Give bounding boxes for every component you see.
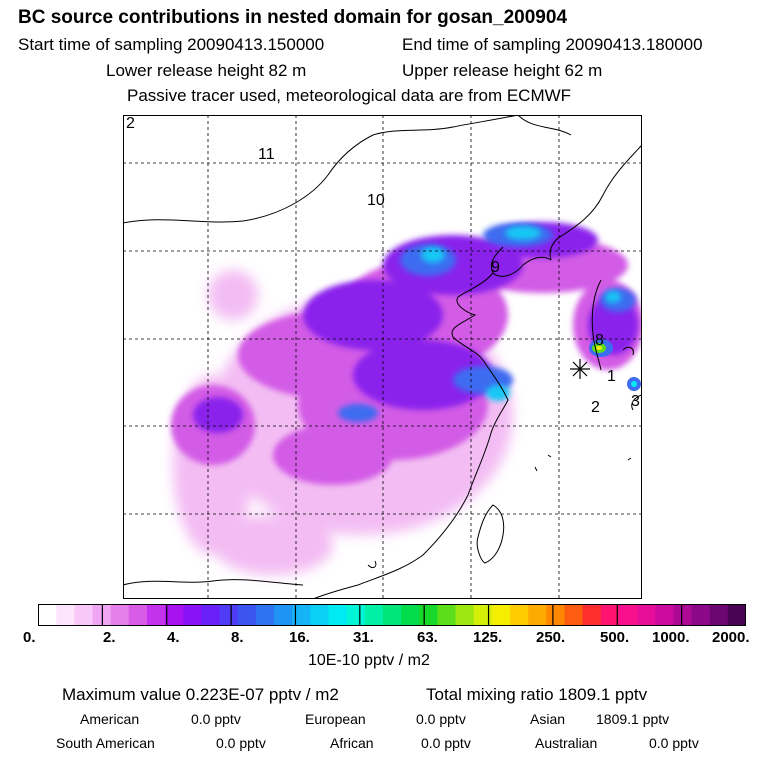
contribution-map: 11 10 9 8 1 2 3 2 (123, 115, 642, 599)
colorbar-swatch (255, 604, 275, 626)
colorbar-tick-label: 500. (600, 629, 630, 646)
region-label: 8 (595, 332, 604, 349)
sampling-end: End time of sampling 20090413.180000 (402, 35, 703, 54)
colorbar-swatch (510, 604, 529, 626)
colorbar-swatch (201, 604, 221, 626)
colorbar-swatch (56, 604, 75, 626)
colorbar-swatch (673, 604, 693, 626)
colorbar-swatch (546, 604, 565, 626)
lat-lon-grid (123, 115, 642, 599)
colorbar-swatch (128, 604, 148, 626)
lower-release-height: Lower release height 82 m (106, 61, 307, 80)
region-label: 10 (367, 192, 385, 209)
plume-field (171, 222, 642, 575)
colorbar-swatch (146, 604, 166, 626)
colorbar-tick-label: 2000. (712, 629, 750, 646)
colorbar-tick-label: 31. (353, 629, 374, 646)
colorbar-swatch (74, 604, 93, 626)
african-value: 0.0 pptv (421, 735, 471, 751)
coastlines (123, 115, 642, 599)
colorbar-swatch (38, 604, 57, 626)
african-label: African (330, 735, 374, 751)
colorbar-swatch (473, 604, 493, 626)
colorbar-swatch (292, 604, 311, 626)
colorbar (38, 604, 746, 626)
region-label: 1 (607, 368, 616, 385)
asian-label: Asian (530, 711, 566, 727)
colorbar-swatch (310, 604, 329, 626)
colorbar-swatch (455, 604, 475, 626)
tracer-note: Passive tracer used, meteorological data… (127, 86, 572, 105)
colorbar-swatch (600, 604, 620, 626)
total-mixing-ratio: Total mixing ratio 1809.1 pptv (426, 685, 648, 704)
page-title: BC source contributions in nested domain… (18, 7, 568, 28)
south-american-value: 0.0 pptv (216, 735, 266, 751)
colorbar-swatch (419, 604, 438, 626)
colorbar-swatch (183, 604, 202, 626)
colorbar-swatch (401, 604, 420, 626)
colorbar-swatch (437, 604, 457, 626)
colorbar-swatch (655, 604, 674, 626)
colorbar-swatch (274, 604, 293, 626)
region-label: 2 (126, 115, 135, 132)
colorbar-swatch (528, 604, 547, 626)
colorbar-swatch (709, 604, 729, 626)
maximum-value: Maximum value 0.223E-07 pptv / m2 (62, 685, 339, 704)
colorbar-tick-label: 63. (417, 629, 438, 646)
colorbar-swatch (364, 604, 384, 626)
american-value: 0.0 pptv (191, 711, 241, 727)
colorbar-tick-label: 4. (167, 629, 180, 646)
region-label: 9 (491, 259, 500, 276)
colorbar-swatch (165, 604, 184, 626)
european-value: 0.0 pptv (416, 711, 466, 727)
colorbar-tick-label: 125. (473, 629, 503, 646)
colorbar-swatch (491, 604, 511, 626)
colorbar-swatch (637, 604, 656, 626)
south-american-label: South American (56, 735, 155, 751)
colorbar-swatch (346, 604, 366, 626)
region-labels: 11 10 9 8 1 2 3 2 (126, 115, 640, 416)
colorbar-swatch (237, 604, 257, 626)
colorbar-swatch (328, 604, 348, 626)
colorbar-swatch (691, 604, 711, 626)
colorbar-unit: 10E-10 pptv / m2 (308, 652, 430, 669)
region-label: 2 (591, 399, 600, 416)
colorbar-swatch (727, 604, 746, 626)
region-label: 3 (631, 393, 640, 410)
receptor-marker (570, 359, 590, 379)
colorbar-swatch (582, 604, 602, 626)
colorbar-frame (38, 604, 746, 626)
colorbar-swatch (564, 604, 584, 626)
colorbar-swatch (110, 604, 130, 626)
colorbar-swatch (618, 604, 638, 626)
asian-value: 1809.1 pptv (596, 711, 670, 727)
upper-release-height: Upper release height 62 m (402, 61, 603, 80)
american-label: American (80, 711, 140, 727)
colorbar-tick-label: 250. (536, 629, 566, 646)
colorbar-swatch (219, 604, 239, 626)
colorbar-tick-label: 8. (231, 629, 244, 646)
australian-value: 0.0 pptv (649, 735, 699, 751)
colorbar-tick-label: 1000. (652, 629, 690, 646)
colorbar-tick-label: 0. (23, 629, 36, 646)
region-label: 11 (258, 146, 275, 163)
sampling-start: Start time of sampling 20090413.150000 (18, 35, 325, 54)
colorbar-swatch (382, 604, 402, 626)
colorbar-tick-label: 2. (103, 629, 116, 646)
colorbar-tick-label: 16. (289, 629, 310, 646)
european-label: European (305, 711, 366, 727)
australian-label: Australian (535, 735, 598, 751)
